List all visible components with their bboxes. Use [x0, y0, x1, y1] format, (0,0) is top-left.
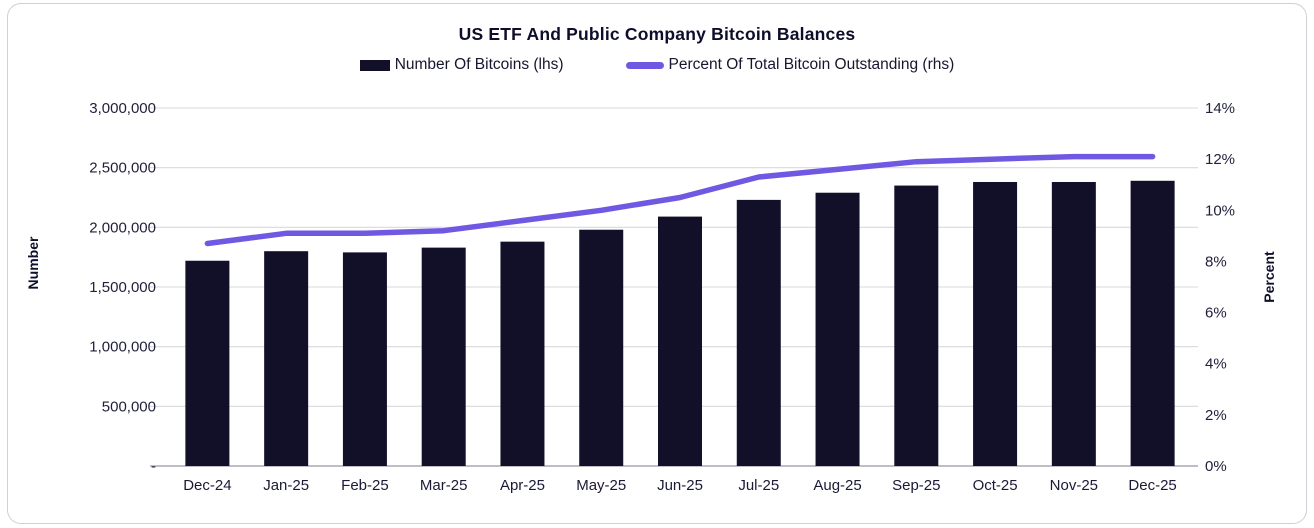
x-axis-label-dec-24: Dec-24: [183, 477, 231, 494]
right-axis-tick-label: 12%: [1205, 151, 1235, 168]
bar-dec-24: [185, 260, 230, 466]
bar-aug-25: [815, 192, 860, 466]
right-axis-tick-label: 14%: [1205, 100, 1235, 117]
left-axis-tick-label: 500,000: [102, 398, 156, 415]
x-axis-label-jun-25: Jun-25: [657, 477, 703, 494]
x-axis-label-may-25: May-25: [576, 477, 626, 494]
bar-jan-25: [264, 251, 309, 466]
right-axis-tick-label: 0%: [1205, 458, 1227, 475]
x-axis-label-dec-25: Dec-25: [1128, 477, 1176, 494]
bar-nov-25: [1051, 181, 1096, 466]
legend: Number Of Bitcoins (lhs) Percent Of Tota…: [0, 56, 1314, 74]
chart-header: US ETF And Public Company Bitcoin Balanc…: [0, 0, 1314, 74]
line-series-swatch-icon: [625, 61, 664, 69]
right-axis-tick-label: 2%: [1205, 407, 1227, 424]
left-axis-tick-label: 1,500,000: [89, 279, 156, 296]
x-axis-label-feb-25: Feb-25: [341, 477, 389, 494]
percent-line: [204, 153, 1156, 247]
legend-item-line: Percent Of Total Bitcoin Outstanding (rh…: [625, 56, 955, 74]
legend-item-bars: Number Of Bitcoins (lhs): [359, 56, 564, 74]
left-axis-tick-label: 2,500,000: [89, 160, 156, 177]
bar-may-25: [579, 229, 624, 466]
x-axis-label-jan-25: Jan-25: [263, 477, 309, 494]
x-axis-label-nov-25: Nov-25: [1050, 477, 1098, 494]
left-axis-title: Number: [25, 236, 41, 289]
legend-line-label: Percent Of Total Bitcoin Outstanding (rh…: [668, 56, 955, 73]
x-axis-label-aug-25: Aug-25: [813, 477, 861, 494]
bar-apr-25: [500, 241, 545, 466]
x-axis-label-sep-25: Sep-25: [892, 477, 940, 494]
bar-series-swatch-icon: [359, 59, 390, 71]
legend-bars-label: Number Of Bitcoins (lhs): [394, 56, 564, 73]
bar-dec-25: [1130, 180, 1175, 466]
right-axis-tick-label: 10%: [1205, 202, 1235, 219]
bar-jun-25: [658, 216, 702, 466]
bar-oct-25: [973, 181, 1018, 466]
bar-mar-25: [421, 247, 466, 466]
right-axis-title: Percent: [1261, 251, 1277, 303]
x-axis-label-mar-25: Mar-25: [420, 477, 468, 494]
left-axis-tick-label: 2,000,000: [89, 219, 156, 236]
left-axis-tick-label: 1,000,000: [89, 339, 156, 356]
x-axis-label-jul-25: Jul-25: [738, 477, 779, 494]
x-axis-label-oct-25: Oct-25: [973, 477, 1018, 494]
right-axis-tick-label: 4%: [1205, 356, 1227, 373]
left-axis-tick-label: -: [151, 458, 156, 475]
right-axis-tick-label: 6%: [1205, 305, 1227, 322]
x-axis-label-apr-25: Apr-25: [500, 477, 545, 494]
right-axis-tick-label: 8%: [1205, 253, 1227, 270]
bar-sep-25: [894, 185, 939, 467]
bar-jul-25: [736, 199, 781, 467]
left-axis-tick-label: 3,000,000: [89, 100, 156, 117]
bar-feb-25: [342, 252, 387, 466]
chart-title: US ETF And Public Company Bitcoin Balanc…: [458, 24, 856, 44]
